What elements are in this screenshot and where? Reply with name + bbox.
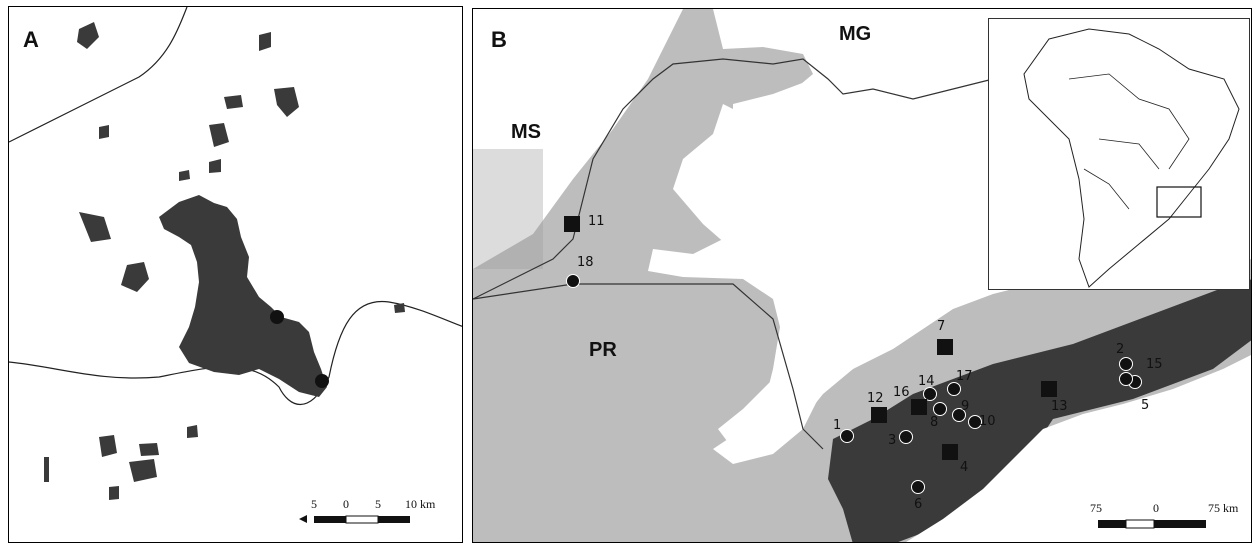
site-marker-square[interactable] bbox=[911, 399, 927, 415]
forest-patch bbox=[44, 457, 49, 482]
panel-a-label: A bbox=[23, 27, 39, 52]
site-label: 13 bbox=[1051, 399, 1068, 414]
inset-south-america bbox=[1023, 28, 1240, 288]
forest-patch bbox=[109, 486, 119, 500]
forest-patch bbox=[129, 459, 157, 482]
study-area-box bbox=[1156, 186, 1202, 218]
white-zone bbox=[648, 79, 943, 449]
inset-map bbox=[988, 18, 1250, 290]
main-forest-fragment bbox=[159, 195, 327, 397]
site-marker-circle[interactable] bbox=[947, 382, 961, 396]
forest-patch bbox=[209, 159, 221, 173]
scale-b-tick: 75 bbox=[1090, 501, 1102, 515]
site-marker-circle[interactable] bbox=[952, 408, 966, 422]
site-marker-square[interactable] bbox=[1041, 381, 1057, 397]
site-marker-square[interactable] bbox=[942, 444, 958, 460]
forest-patch bbox=[274, 87, 299, 117]
state-border bbox=[473, 283, 824, 450]
sample-point[interactable] bbox=[315, 374, 329, 388]
site-label: 17 bbox=[956, 369, 973, 384]
map-panel-b: B MS MG PR 75 0 75 km 1 2 3 4 5 6 7 8 9 10 11 12 13 1… bbox=[472, 8, 1252, 543]
site-label: 1 bbox=[833, 418, 842, 433]
coastal-forest bbox=[828, 279, 1251, 542]
boundary-line-south bbox=[9, 300, 462, 406]
site-marker-circle[interactable] bbox=[566, 274, 580, 288]
site-label: 9 bbox=[961, 399, 970, 414]
site-marker-circle[interactable] bbox=[933, 402, 947, 416]
scale-a-tick: 5 bbox=[311, 497, 317, 511]
site-label: 4 bbox=[960, 460, 969, 475]
state-border bbox=[473, 58, 994, 300]
scale-b-tick: 75 km bbox=[1208, 501, 1239, 515]
forest-patch bbox=[179, 170, 190, 181]
site-marker-circle[interactable] bbox=[840, 429, 854, 443]
panel-b-label: B bbox=[491, 27, 507, 52]
site-label: 16 bbox=[893, 385, 910, 400]
forest-patch bbox=[394, 303, 405, 313]
site-label: 3 bbox=[888, 433, 897, 448]
site-label: 12 bbox=[867, 391, 884, 406]
site-label: 10 bbox=[979, 414, 996, 429]
site-label: 2 bbox=[1116, 342, 1125, 357]
country-border bbox=[1068, 73, 1190, 210]
map-panel-a: A 5 0 5 10 km bbox=[8, 6, 463, 543]
site-label: 6 bbox=[914, 497, 923, 512]
site-label: 5 bbox=[1141, 398, 1150, 413]
scale-a-tick: 5 bbox=[375, 497, 381, 511]
state-label-mg: MG bbox=[839, 23, 872, 45]
forest-patch bbox=[224, 95, 243, 109]
site-marker-square[interactable] bbox=[937, 339, 953, 355]
forest-patch bbox=[187, 425, 198, 438]
scale-a-tick: 10 km bbox=[405, 497, 436, 511]
state-label-ms: MS bbox=[511, 121, 541, 143]
sample-point[interactable] bbox=[270, 310, 284, 324]
scale-a-tick: 0 bbox=[343, 497, 349, 511]
forest-patch bbox=[79, 212, 111, 242]
site-label: 15 bbox=[1146, 357, 1163, 372]
panel-b-map bbox=[473, 9, 1251, 542]
stippled-area bbox=[473, 149, 543, 269]
scale-bar-b bbox=[1098, 519, 1206, 529]
site-label: 8 bbox=[930, 415, 939, 430]
forest-patch bbox=[259, 32, 271, 51]
site-marker-circle[interactable] bbox=[923, 387, 937, 401]
forest-patch bbox=[99, 125, 109, 139]
scale-b-tick: 0 bbox=[1153, 501, 1159, 515]
site-label: 7 bbox=[937, 319, 946, 334]
south-america-outline bbox=[1023, 28, 1240, 288]
site-marker-square[interactable] bbox=[564, 216, 580, 232]
state-label-pr: PR bbox=[589, 339, 617, 361]
site-marker-circle[interactable] bbox=[1119, 357, 1133, 371]
forest-patch bbox=[77, 22, 99, 49]
forest-patch bbox=[139, 443, 159, 456]
scale-bar-a bbox=[299, 515, 410, 524]
forest-patch bbox=[99, 435, 117, 457]
site-label: 18 bbox=[577, 255, 594, 270]
site-marker-circle[interactable] bbox=[968, 415, 982, 429]
forest-patch bbox=[121, 262, 149, 292]
site-label: 14 bbox=[918, 374, 935, 389]
site-label: 11 bbox=[588, 214, 605, 229]
forest-patch bbox=[209, 123, 229, 147]
panel-a-map bbox=[9, 7, 462, 524]
site-marker-circle[interactable] bbox=[899, 430, 913, 444]
sea bbox=[906, 355, 1251, 542]
site-marker-circle[interactable] bbox=[1119, 372, 1133, 386]
site-marker-square[interactable] bbox=[871, 407, 887, 423]
boundary-line-north bbox=[9, 7, 188, 143]
site-marker-circle[interactable] bbox=[911, 480, 925, 494]
